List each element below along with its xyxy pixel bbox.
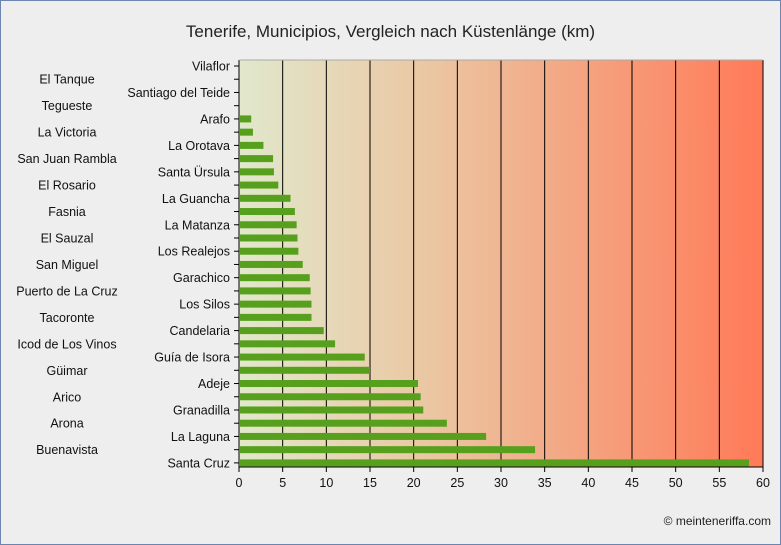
bar <box>240 446 536 454</box>
x-tick-label: 0 <box>236 476 243 490</box>
y-tick-label: Arafo <box>200 112 230 126</box>
y-tick-label: La Laguna <box>171 430 230 444</box>
bar <box>240 406 424 414</box>
credit-text: © meinteneriffa.com <box>663 514 771 528</box>
bar <box>240 393 421 401</box>
y-tick-label: El Sauzal <box>41 231 94 245</box>
bar <box>240 366 370 374</box>
y-tick-label: Arico <box>53 390 82 404</box>
y-tick-label: El Rosario <box>38 179 96 193</box>
y-tick-label: Granadilla <box>173 403 230 417</box>
bar <box>240 141 264 149</box>
bar <box>240 194 291 202</box>
y-tick-label: San Juan Rambla <box>17 152 116 166</box>
y-tick-label: Los Realejos <box>158 245 230 259</box>
bar <box>240 168 274 176</box>
y-tick-label: La Guancha <box>162 192 230 206</box>
bar <box>240 247 299 255</box>
bar <box>240 234 298 242</box>
y-tick-label: Santiago del Teide <box>127 86 230 100</box>
y-tick-label: Vilaflor <box>192 60 230 74</box>
y-tick-label: La Matanza <box>165 218 230 232</box>
y-tick-label: Arona <box>50 417 83 431</box>
bar <box>240 208 295 216</box>
bar <box>240 287 311 295</box>
bar <box>240 128 253 136</box>
y-tick-label: Guía de Isora <box>154 351 230 365</box>
bar <box>240 459 750 467</box>
y-tick-label: Santa Ürsula <box>158 165 230 179</box>
y-tick-label: Santa Cruz <box>167 456 230 470</box>
y-tick-label: Tegueste <box>42 99 93 113</box>
bar <box>240 419 447 427</box>
bar <box>240 340 336 348</box>
chart-title: Tenerife, Municipios, Vergleich nach Küs… <box>185 22 596 41</box>
x-tick-label: 30 <box>494 476 508 490</box>
bar <box>240 300 312 308</box>
x-tick-label: 55 <box>712 476 726 490</box>
bar <box>240 353 365 361</box>
x-tick-label: 35 <box>538 476 552 490</box>
y-tick-label: Puerto de La Cruz <box>16 284 117 298</box>
x-tick-label: 15 <box>363 476 377 490</box>
y-tick-label: Fasnia <box>48 205 86 219</box>
bar <box>240 432 487 440</box>
bar <box>240 155 274 163</box>
x-tick-label: 45 <box>625 476 639 490</box>
x-tick-label: 20 <box>407 476 421 490</box>
y-tick-label: Garachico <box>173 271 230 285</box>
y-tick-label: San Miguel <box>36 258 99 272</box>
y-tick-label: Buenavista <box>36 443 98 457</box>
x-tick-label: 40 <box>581 476 595 490</box>
y-tick-label: Adeje <box>198 377 230 391</box>
x-tick-label: 50 <box>669 476 683 490</box>
x-tick-label: 10 <box>319 476 333 490</box>
bar <box>240 260 303 268</box>
x-tick-label: 25 <box>450 476 464 490</box>
bar <box>240 327 324 335</box>
bar <box>240 380 419 388</box>
y-tick-label: Los Silos <box>179 298 230 312</box>
bar <box>240 274 310 282</box>
bar <box>240 181 279 189</box>
x-tick-label: 60 <box>756 476 770 490</box>
y-tick-label: Candelaria <box>170 324 231 338</box>
y-tick-label: Icod de Los Vinos <box>17 337 116 351</box>
y-tick-label: Tacoronte <box>40 311 95 325</box>
y-tick-label: El Tanque <box>39 73 94 87</box>
y-tick-label: La Orotava <box>168 139 230 153</box>
y-tick-label: La Victoria <box>38 126 97 140</box>
bar <box>240 115 252 123</box>
x-tick-label: 5 <box>279 476 286 490</box>
bar <box>240 221 297 229</box>
bar <box>240 313 312 321</box>
y-tick-label: Güimar <box>47 364 88 378</box>
